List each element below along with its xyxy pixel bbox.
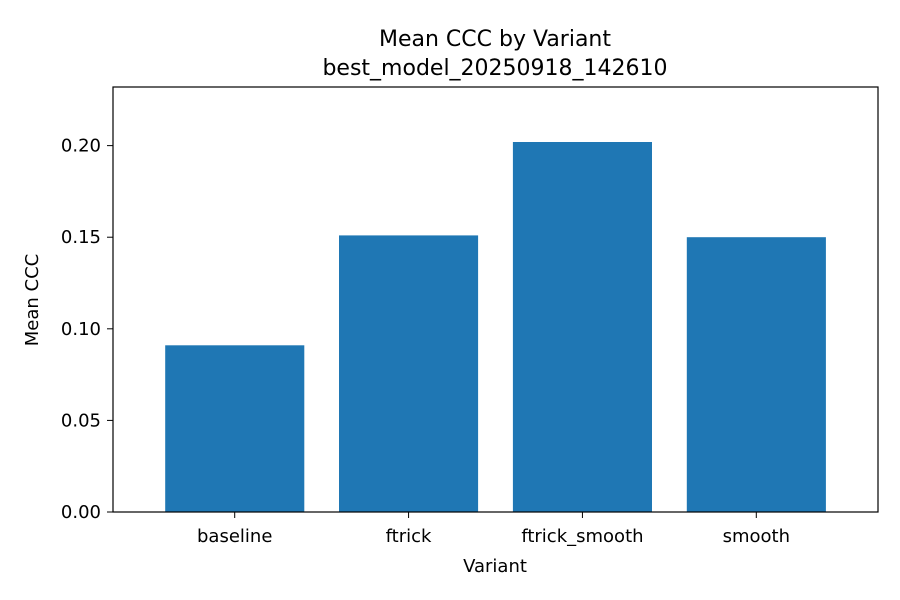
y-tick-label: 0.20 [61,136,101,157]
x-axis-label: Variant [463,556,527,577]
y-tick-label: 0.05 [61,410,101,431]
chart-title: Mean CCC by Variant [379,27,611,52]
bars [165,142,826,512]
chart-subtitle: best_model_20250918_142610 [322,56,667,81]
bar-ftrick_smooth [512,142,652,512]
x-tick-label: baseline [197,526,272,547]
bar-baseline [165,345,305,512]
x-tick-label: ftrick_smooth [521,526,643,547]
bar-ftrick [339,235,479,512]
y-tick-label: 0.15 [61,227,101,248]
bar-smooth [686,237,826,512]
axis-ticks: baseline ftrick ftrick_smooth smooth 0.00 0.0… [61,136,790,547]
x-tick-label: smooth [723,526,790,547]
plot-frame [112,86,879,513]
y-tick-label: 0.10 [61,319,101,340]
x-tick-label: ftrick [386,526,432,547]
y-tick-label: 0.00 [61,502,101,523]
y-axis-label: Mean CCC [22,254,43,346]
